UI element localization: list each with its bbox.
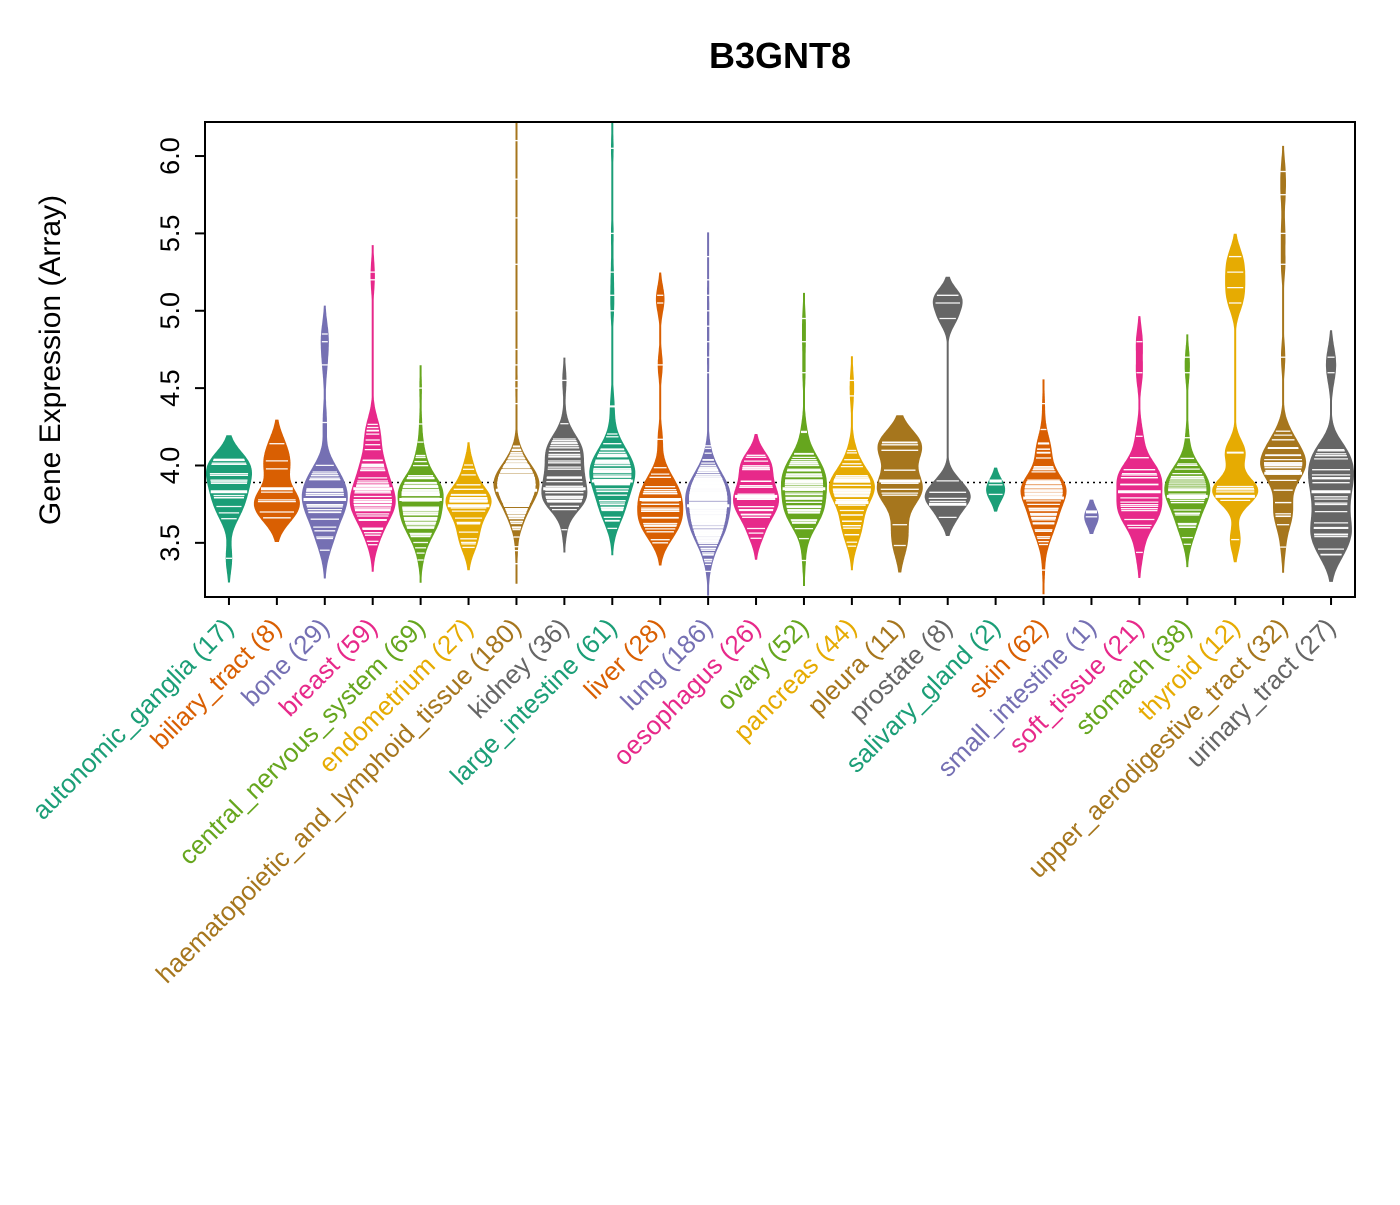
violin-autonomic_ganglia <box>206 435 252 583</box>
y-tick-label: 4.5 <box>155 369 185 407</box>
y-axis-label: Gene Expression (Array) <box>34 195 67 525</box>
y-tick-label: 5.0 <box>155 292 185 330</box>
violin-large_intestine <box>589 123 636 556</box>
violin-upper_aerodigestive_tract <box>1260 145 1307 573</box>
violin-pancreas <box>828 356 875 571</box>
violin-endometrium <box>445 442 492 571</box>
plot-border <box>204 121 1356 598</box>
violin-pleura <box>876 415 923 573</box>
y-tick-label: 6.0 <box>155 137 185 175</box>
violin-shape-pleura <box>876 415 923 573</box>
violin-shape-large_intestine <box>589 123 636 556</box>
violin-ovary <box>780 292 827 586</box>
violin-shape-stomach <box>1164 334 1211 568</box>
violin-stomach <box>1164 334 1211 568</box>
violin-small_intestine <box>1084 499 1099 534</box>
violin-thyroid <box>1212 233 1259 563</box>
violin-lung <box>685 232 732 596</box>
violin-breast <box>349 245 396 572</box>
violin-oesophagus <box>733 434 780 560</box>
violin-soft_tissue <box>1116 316 1163 578</box>
violin-bone <box>301 305 348 579</box>
violins-group <box>206 123 1354 596</box>
y-tick-label: 5.5 <box>155 215 185 253</box>
violin-shape-autonomic_ganglia <box>206 435 252 583</box>
violin-salivary_gland <box>986 467 1006 512</box>
violin-biliary_tract <box>253 419 300 542</box>
violin-prostate <box>924 276 971 536</box>
violin-urinary_tract <box>1308 330 1354 582</box>
violin-kidney <box>541 357 588 553</box>
violin-shape-biliary_tract <box>253 419 300 542</box>
violin-shape-soft_tissue <box>1116 316 1163 578</box>
violin-skin <box>1020 379 1067 595</box>
violin-shape-prostate <box>924 276 971 536</box>
y-tick-label: 4.0 <box>155 447 185 485</box>
y-tick-label: 3.5 <box>155 524 185 562</box>
violin-liver <box>637 272 684 566</box>
violin-haematopoietic_and_lymphoid_tissue <box>493 123 540 584</box>
violin-central_nervous_system <box>397 365 444 583</box>
chart-title: B3GNT8 <box>709 35 851 76</box>
violin-shape-thyroid <box>1212 233 1259 563</box>
violin-shape-salivary_gland <box>986 467 1006 512</box>
